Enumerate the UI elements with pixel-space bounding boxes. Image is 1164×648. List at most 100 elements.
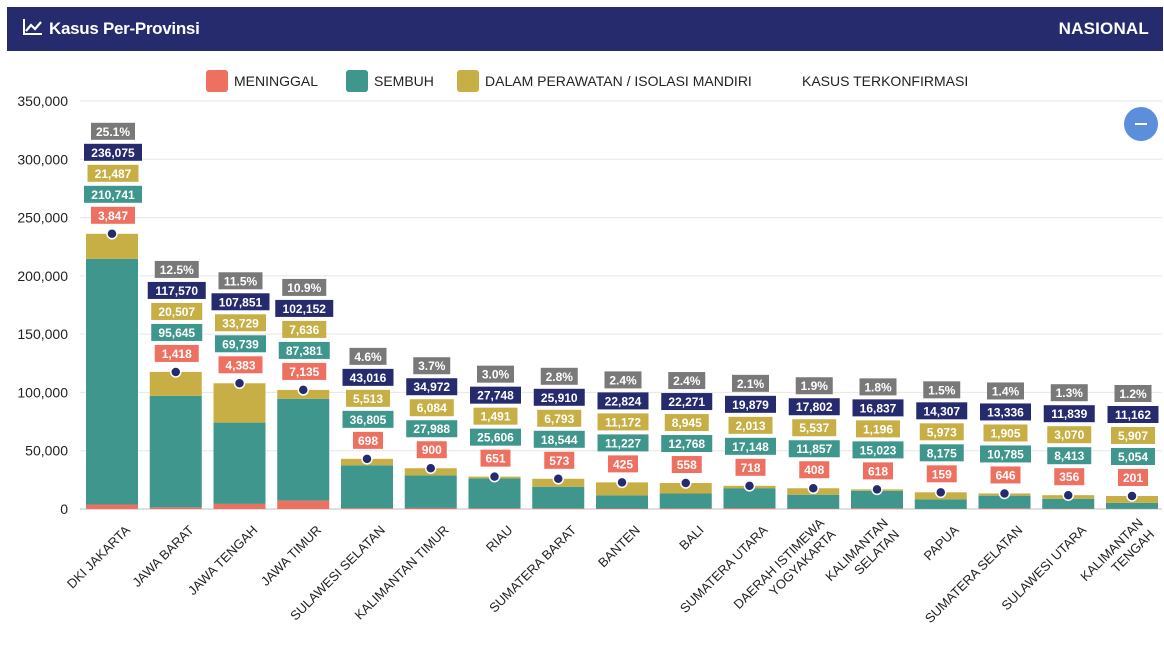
total-point[interactable] [616, 476, 628, 489]
total-point[interactable] [935, 486, 947, 499]
total-point[interactable] [998, 487, 1011, 500]
bar-label-group: 558 12,768 8,945 22,271 2.4% [661, 372, 713, 474]
x-tick-label: KALIMANTANTENGAH [1077, 515, 1157, 595]
label-percent: 2.4% [604, 371, 642, 389]
bar-meninggal[interactable] [86, 504, 138, 509]
bar-sembuh[interactable] [978, 495, 1031, 509]
bar-sembuh[interactable] [659, 493, 712, 509]
bar-sembuh[interactable] [86, 258, 138, 505]
scope-label[interactable]: NASIONAL [1058, 19, 1149, 38]
x-tick-label: PAPUA [921, 522, 962, 563]
label-meninggal: 408 [799, 461, 830, 479]
bar-stack[interactable] [404, 468, 457, 509]
bar-sembuh[interactable] [787, 494, 840, 509]
total-point[interactable] [1126, 490, 1138, 502]
bar-meninggal[interactable] [149, 507, 202, 509]
bar-sembuh[interactable] [851, 490, 903, 509]
bar-meninggal[interactable] [978, 508, 1031, 509]
zoom-out-button[interactable] [1124, 107, 1158, 141]
total-point[interactable] [807, 482, 819, 494]
label-perawatan: 5,907 [1111, 426, 1155, 444]
svg-text:36,805: 36,805 [350, 413, 387, 427]
bar-meninggal[interactable] [468, 508, 521, 509]
svg-text:18,544: 18,544 [541, 433, 578, 447]
bar-sembuh[interactable] [1106, 502, 1158, 509]
bar-meninggal[interactable] [213, 503, 266, 509]
bar-meninggal[interactable] [851, 508, 903, 509]
label-total: 34,972 [406, 378, 458, 396]
bar-sembuh[interactable] [914, 499, 967, 509]
bar-label-group: 3,847 210,741 21,487 236,075 25.1% [84, 122, 142, 224]
bar-perawatan[interactable] [596, 482, 648, 496]
svg-text:5,537: 5,537 [799, 421, 829, 435]
bar-perawatan[interactable] [149, 371, 202, 396]
svg-text:20,507: 20,507 [158, 305, 195, 319]
total-point[interactable] [361, 453, 373, 465]
svg-text:117,570: 117,570 [155, 284, 198, 298]
label-total: 43,016 [342, 368, 394, 386]
bar-meninggal[interactable] [659, 508, 712, 509]
bar-sembuh[interactable] [723, 488, 776, 509]
label-sembuh: 27,988 [406, 420, 458, 438]
total-point[interactable] [233, 377, 246, 390]
total-point[interactable] [871, 483, 883, 496]
bar-stack[interactable] [86, 233, 138, 509]
bar-sembuh[interactable] [149, 395, 202, 508]
bar-meninggal[interactable] [404, 507, 457, 509]
total-point[interactable] [488, 470, 501, 483]
bar-stack[interactable] [341, 458, 393, 509]
total-markers [106, 228, 1138, 502]
bar-sembuh[interactable] [1042, 498, 1095, 509]
bar-label-group: 698 36,805 5,513 43,016 4.6% [342, 347, 394, 449]
bar-meninggal[interactable] [723, 508, 776, 509]
bar-label-group: 651 25,606 1,491 27,748 3.0% [470, 365, 521, 467]
label-percent: 3.7% [413, 357, 451, 375]
total-point[interactable] [170, 366, 182, 378]
bar-sembuh[interactable] [468, 478, 521, 509]
legend-item-sembuh[interactable]: SEMBUH [346, 70, 434, 92]
bar-stack[interactable] [277, 389, 330, 509]
bar-stack[interactable] [213, 383, 266, 509]
total-point[interactable] [743, 480, 756, 492]
bar-sembuh[interactable] [532, 486, 585, 509]
bar-meninggal[interactable] [532, 508, 585, 509]
svg-text:2,013: 2,013 [735, 419, 765, 433]
bar-sembuh[interactable] [277, 398, 330, 501]
total-point[interactable] [552, 473, 564, 485]
label-meninggal: 356 [1054, 468, 1085, 486]
label-percent: 1.9% [795, 377, 833, 395]
svg-text:22,824: 22,824 [605, 394, 642, 408]
bar-sembuh[interactable] [213, 422, 266, 504]
total-point[interactable] [297, 384, 309, 396]
label-meninggal: 7,135 [282, 362, 327, 380]
bar-sembuh[interactable] [341, 465, 393, 509]
total-point[interactable] [680, 477, 692, 489]
bar-sembuh[interactable] [404, 475, 457, 508]
label-percent: 1.3% [1050, 384, 1088, 402]
legend-item-meninggal[interactable]: MENINGGAL [206, 70, 318, 92]
legend-item-perawatan[interactable]: DALAM PERAWATAN / ISOLASI MANDIRI [457, 70, 752, 92]
label-total: 13,336 [980, 403, 1031, 421]
svg-text:102,152: 102,152 [283, 302, 327, 316]
label-sembuh: 5,054 [1111, 447, 1155, 465]
svg-text:2.4%: 2.4% [673, 374, 701, 388]
legend-item-total[interactable]: KASUS TERKONFIRMASI [802, 73, 968, 89]
total-point[interactable] [425, 462, 437, 474]
total-point[interactable] [1062, 489, 1074, 501]
x-tick-label: BANTEN [595, 522, 643, 570]
svg-text:17,148: 17,148 [732, 440, 769, 454]
label-total: 16,837 [852, 399, 904, 417]
bar-meninggal[interactable] [341, 508, 393, 509]
bar-sembuh[interactable] [596, 495, 648, 509]
label-meninggal: 1,418 [154, 344, 199, 362]
bar-stack[interactable] [596, 482, 648, 509]
svg-text:4,383: 4,383 [225, 358, 255, 372]
label-meninggal: 558 [671, 456, 702, 474]
bar-label-group: 201 5,054 5,907 11,162 1.2% [1107, 384, 1159, 486]
bar-meninggal[interactable] [277, 500, 330, 509]
svg-text:6,793: 6,793 [544, 412, 574, 426]
y-tick-label: 200,000 [17, 268, 68, 284]
bar-stack[interactable] [149, 371, 202, 509]
bar-perawatan[interactable] [213, 383, 266, 423]
total-point[interactable] [106, 228, 118, 240]
